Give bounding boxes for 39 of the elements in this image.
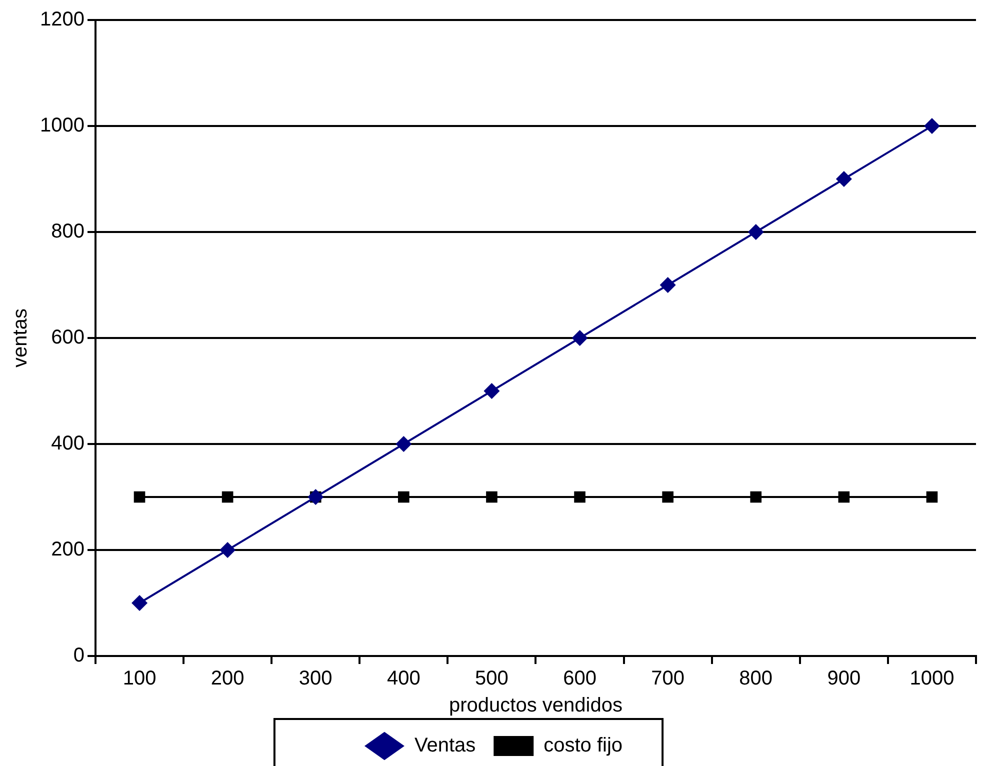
point — [748, 224, 764, 240]
point — [574, 491, 586, 503]
x-tick-label: 800 — [739, 668, 773, 690]
y-tick-label: 800 — [51, 220, 84, 243]
legend-label: costo fijo — [544, 734, 623, 757]
x-axis-title: productos vendidos — [449, 694, 622, 717]
x-tick-label: 900 — [827, 668, 861, 690]
x-tick-label: 300 — [298, 668, 332, 690]
point — [926, 491, 938, 503]
x-tick-label: 700 — [651, 668, 685, 690]
point — [924, 118, 940, 134]
x-tick-label: 200 — [210, 668, 244, 690]
y-tick-label: 1000 — [40, 114, 84, 137]
x-tick-label: 400 — [386, 668, 420, 690]
point — [222, 491, 234, 503]
point — [484, 383, 500, 399]
x-tick-label: 1000 — [910, 668, 954, 690]
point — [660, 277, 676, 293]
point — [836, 171, 852, 187]
x-tick-label: 600 — [563, 668, 596, 690]
y-tick-label: 0 — [73, 644, 84, 667]
point — [572, 330, 588, 346]
y-tick-label: 1200 — [40, 8, 84, 31]
point — [486, 491, 498, 503]
y-axis-title: ventas — [10, 308, 32, 368]
point — [220, 542, 236, 558]
x-tick-label: 500 — [475, 668, 508, 690]
y-tick-label: 400 — [51, 432, 84, 455]
legend-label: Ventas — [414, 734, 476, 757]
point — [838, 491, 850, 503]
point — [134, 491, 146, 503]
point — [132, 595, 148, 611]
y-tick-label: 600 — [51, 326, 84, 349]
x-tick-label: 100 — [122, 668, 156, 690]
point — [662, 491, 674, 503]
point — [750, 491, 762, 503]
y-tick-label: 200 — [51, 538, 84, 561]
point — [398, 491, 410, 503]
point — [396, 436, 412, 452]
